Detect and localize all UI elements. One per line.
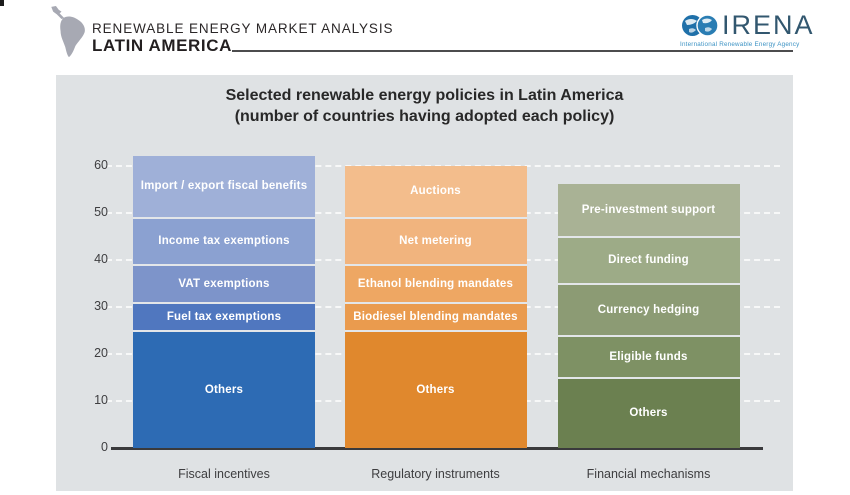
chart-title-line1: Selected renewable energy policies in La… [225, 87, 624, 104]
category-label: Regulatory instruments [371, 467, 500, 481]
segment-label: Biodiesel blending mandates [353, 310, 518, 323]
corner-artifact [0, 0, 4, 6]
segment-label: Others [629, 407, 668, 420]
segment-label: Income tax exemptions [158, 235, 290, 248]
bar-segment: Auctions [344, 165, 527, 218]
chart-title-line2: (number of countries having adopted each… [234, 108, 615, 125]
category-label: Financial mechanisms [586, 467, 711, 481]
segment-label: Currency hedging [597, 303, 700, 316]
segment-label: Ethanol blending mandates [357, 277, 514, 290]
y-tick-label: 50 [94, 204, 108, 219]
segment-label: Pre-investment support [581, 203, 716, 216]
plot-area: 0 10 20 30 40 50 60 Import / export fiscal bene… [56, 75, 793, 491]
irena-wordmark: IRENA [722, 10, 815, 40]
segment-label: Net metering [399, 235, 472, 248]
y-tick-label: 20 [94, 345, 108, 360]
segment-label: Direct funding [608, 254, 689, 267]
segment-label: Others [204, 383, 244, 396]
y-tick-label: 60 [94, 157, 108, 172]
segment-label: Eligible funds [609, 350, 688, 363]
bar-segment: Import / export fiscal benefits [133, 156, 315, 218]
bar-segment: Others [557, 377, 740, 448]
bar-segment: Currency hedging [557, 283, 740, 335]
x-axis-line [111, 447, 763, 450]
bar-segment: Eligible funds [557, 334, 740, 378]
bar-segment: Income tax exemptions [133, 217, 315, 265]
report-subtitle: LATIN AMERICA [92, 36, 233, 55]
bar-segment: Direct funding [557, 236, 740, 284]
y-tick-label: 0 [101, 440, 108, 454]
category-label: Fiscal incentives [178, 467, 270, 481]
y-tick-label: 10 [94, 392, 108, 407]
segment-label: Others [416, 383, 455, 396]
bar-segment: Biodiesel blending mandates [344, 302, 527, 331]
bar-segment: VAT exemptions [133, 264, 315, 303]
chart-title: Selected renewable energy policies in La… [56, 85, 793, 127]
bar-segment: Net metering [344, 217, 527, 265]
y-tick-label: 40 [94, 251, 108, 266]
bar-segment: Fuel tax exemptions [133, 302, 315, 331]
bar-segment: Others [133, 330, 315, 448]
chart-panel: Selected renewable energy policies in La… [56, 75, 793, 491]
latin-america-map-icon [51, 6, 85, 58]
segment-label: VAT exemptions [178, 277, 270, 290]
bar-segment: Others [344, 330, 527, 448]
bar-financial-mechanisms: Pre-investment support Direct funding Curr… [557, 184, 740, 448]
report-title: RENEWABLE ENERGY MARKET ANALYSIS [92, 21, 394, 36]
bar-segment: Ethanol blending mandates [344, 264, 527, 303]
irena-twin-globes-icon [682, 14, 719, 37]
segment-label: Auctions [410, 184, 461, 197]
bar-regulatory-instruments: Auctions Net metering Ethanol blending man… [344, 165, 527, 448]
segment-label: Fuel tax exemptions [166, 310, 282, 323]
segment-label: Import / export fiscal benefits [140, 180, 308, 193]
y-tick-label: 30 [94, 298, 108, 313]
header-rule [232, 50, 793, 52]
bar-fiscal-incentives: Import / export fiscal benefits Income ta… [133, 156, 315, 448]
bar-segment: Pre-investment support [557, 184, 740, 237]
irena-tagline: International Renewable Energy Agency [680, 41, 800, 48]
